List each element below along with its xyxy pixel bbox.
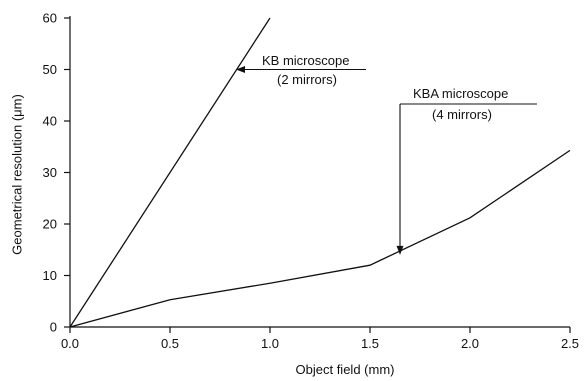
y-tick-label: 30 (43, 165, 57, 180)
x-tick-label: 2.5 (561, 336, 579, 351)
series-line-kba (69, 149, 571, 328)
annotation-kb-line1: KB microscope (262, 53, 349, 68)
annotations-group: KB microscope (2 mirrors) KBA microscope (4… (236, 53, 537, 255)
y-axis-ticks: 0 10 20 30 40 50 60 (43, 11, 70, 335)
annotation-kba-line2: (4 mirrors) (432, 107, 492, 122)
annotation-kba-arrowhead (396, 245, 404, 255)
x-tick-label: 0.0 (61, 336, 79, 351)
x-axis-title: Object field (mm) (296, 362, 395, 377)
y-tick-label: 0 (50, 320, 57, 335)
y-axis-title: Geometrical resolution (μm) (9, 94, 24, 255)
y-tick-label: 10 (43, 268, 57, 283)
x-tick-label: 2.0 (461, 336, 479, 351)
y-tick-label: 40 (43, 114, 57, 129)
annotation-kba: KBA microscope (4 mirrors) (396, 86, 537, 255)
plot-area: 0 10 20 30 40 50 60 0.0 0.5 1.0 1.5 2.0 2.5 KB micr… (43, 11, 580, 352)
annotation-kb: KB microscope (2 mirrors) (236, 53, 366, 87)
y-tick-label: 50 (43, 62, 57, 77)
x-axis-ticks: 0.0 0.5 1.0 1.5 2.0 2.5 (61, 327, 579, 351)
series-line-kb (69, 17, 271, 328)
x-tick-label: 1.0 (261, 336, 279, 351)
x-tick-label: 0.5 (161, 336, 179, 351)
y-tick-label: 60 (43, 11, 57, 26)
annotation-kba-line1: KBA microscope (413, 86, 508, 101)
y-tick-label: 20 (43, 217, 57, 232)
annotation-kb-line2: (2 mirrors) (277, 72, 337, 87)
annotation-kb-arrowhead (236, 66, 245, 73)
x-tick-label: 1.5 (361, 336, 379, 351)
